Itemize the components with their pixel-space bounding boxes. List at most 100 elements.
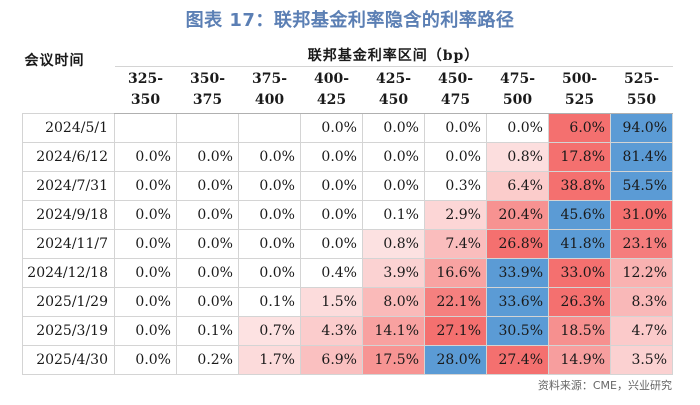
probability-cell: 3.9% xyxy=(362,258,425,288)
probability-cell: 22.1% xyxy=(424,287,487,317)
probability-cell: 6.4% xyxy=(486,171,549,201)
rate-range-lower: 350- xyxy=(189,71,226,87)
rate-range-upper: 400 xyxy=(254,92,285,108)
source-note: 资料来源：CME，兴业研究 xyxy=(537,379,672,392)
probability-cell: 0.0% xyxy=(300,142,363,172)
rate-range-upper: 550 xyxy=(626,92,657,108)
meeting-date-cell: 2024/11/7 xyxy=(22,229,115,259)
meeting-date-cell: 2024/6/12 xyxy=(22,142,115,172)
probability-cell: 0.1% xyxy=(176,316,239,346)
probability-cell: 12.2% xyxy=(609,258,674,288)
probability-cell: 41.8% xyxy=(548,229,611,259)
meeting-date-cell: 2024/12/18 xyxy=(22,258,115,288)
probability-cell: 0.0% xyxy=(238,142,301,172)
rate-range-header: 475- 500 xyxy=(486,66,549,114)
probability-cell: 0.0% xyxy=(362,113,425,143)
table-row: 2024/7/31 0.0% 0.0% 0.0% 0.0% 0.0% 0.3% 6.4% 38.… xyxy=(22,171,674,201)
probability-cell: 23.1% xyxy=(609,229,674,259)
probability-cell: 0.0% xyxy=(176,142,239,172)
probability-cell: 0.0% xyxy=(114,345,177,375)
probability-cell: 0.7% xyxy=(238,316,301,346)
probability-cell: 54.5% xyxy=(609,171,674,201)
rate-range-lower: 450- xyxy=(437,71,474,87)
probability-cell: 0.0% xyxy=(114,142,177,172)
probability-cell: 6.0% xyxy=(548,113,611,143)
probability-cell: 4.3% xyxy=(300,316,363,346)
probability-cell: 8.3% xyxy=(609,287,674,317)
probability-cell: 7.4% xyxy=(424,229,487,259)
probability-cell: 28.0% xyxy=(424,345,487,375)
rate-range-upper: 500 xyxy=(502,92,533,108)
table-row: 2024/12/18 0.0% 0.0% 0.0% 0.4% 3.9% 16.6% 33.9%… xyxy=(22,258,674,288)
probability-cell: 0.0% xyxy=(300,171,363,201)
rate-range-lower: 375- xyxy=(251,71,288,87)
probability-cell: 0.0% xyxy=(176,200,239,230)
probability-cell: 26.3% xyxy=(548,287,611,317)
rate-range-upper: 425 xyxy=(316,92,347,108)
probability-cell: 17.8% xyxy=(548,142,611,172)
probability-cell xyxy=(238,113,301,143)
table-row: 2024/5/1 0.0% 0.0% 0.0% 0.0% 6.0% 94.0% xyxy=(22,113,674,143)
table-row: 2024/6/12 0.0% 0.0% 0.0% 0.0% 0.0% 0.0% 0.8% 17.… xyxy=(22,142,674,172)
rate-range-lower: 425- xyxy=(375,71,412,87)
rate-range-lower: 500- xyxy=(561,71,598,87)
probability-cell: 0.0% xyxy=(114,258,177,288)
table-row: 2025/4/30 0.0% 0.2% 1.7% 6.9% 17.5% 28.0% 27.4%… xyxy=(22,345,674,375)
rate-range-upper: 475 xyxy=(440,92,471,108)
probability-cell: 38.8% xyxy=(548,171,611,201)
probability-cell: 0.0% xyxy=(362,171,425,201)
rate-range-header-row: 325- 350 350- 375 375- 400 400- 425 425- 450 450- 4… xyxy=(23,66,673,114)
probability-cell: 0.0% xyxy=(176,171,239,201)
probability-cell: 0.2% xyxy=(176,345,239,375)
meeting-date-cell: 2024/9/18 xyxy=(22,200,115,230)
probability-cell: 0.0% xyxy=(424,113,487,143)
probability-cell: 0.0% xyxy=(176,229,239,259)
rate-range-upper: 450 xyxy=(378,92,409,108)
probability-cell: 0.0% xyxy=(424,142,487,172)
probability-cell: 0.3% xyxy=(424,171,487,201)
probability-cell: 0.0% xyxy=(114,316,177,346)
meeting-date-cell: 2025/3/19 xyxy=(22,316,115,346)
rate-range-header: 400- 425 xyxy=(300,66,363,114)
probability-cell: 0.4% xyxy=(300,258,363,288)
probability-cell: 14.1% xyxy=(362,316,425,346)
probability-cell: 30.5% xyxy=(486,316,549,346)
probability-cell: 3.5% xyxy=(609,345,674,375)
probability-cell: 0.0% xyxy=(238,229,301,259)
rate-range-upper: 375 xyxy=(192,92,223,108)
probability-cell: 1.5% xyxy=(300,287,363,317)
probability-cell: 27.4% xyxy=(486,345,549,375)
probability-cell: 0.0% xyxy=(114,200,177,230)
rate-range-lower: 525- xyxy=(623,71,660,87)
probability-cell: 0.0% xyxy=(238,200,301,230)
rate-range-header: 375- 400 xyxy=(238,66,301,114)
rate-range-header: 500- 525 xyxy=(548,66,611,114)
probability-cell: 16.6% xyxy=(424,258,487,288)
probability-cell: 0.0% xyxy=(114,171,177,201)
probability-cell: 33.6% xyxy=(486,287,549,317)
probability-cell: 0.0% xyxy=(114,229,177,259)
probability-cell: 14.9% xyxy=(548,345,611,375)
probability-cell xyxy=(176,113,239,143)
probability-cell: 0.1% xyxy=(238,287,301,317)
probability-cell: 0.1% xyxy=(362,200,425,230)
probability-cell: 0.0% xyxy=(486,113,549,143)
chart-title: 图表 17：联邦基金利率隐含的利率路径 xyxy=(185,10,515,31)
probability-cell: 0.0% xyxy=(238,258,301,288)
table-row: 2024/11/7 0.0% 0.0% 0.0% 0.0% 0.8% 7.4% 26.8% 41… xyxy=(22,229,674,259)
probability-cell: 2.9% xyxy=(424,200,487,230)
probability-cell: 0.0% xyxy=(300,200,363,230)
probability-cell: 1.7% xyxy=(238,345,301,375)
probability-cell: 33.0% xyxy=(548,258,611,288)
probability-cell: 17.5% xyxy=(362,345,425,375)
probability-cell: 33.9% xyxy=(486,258,549,288)
rate-range-header: 525- 550 xyxy=(610,66,673,114)
probability-cell: 4.7% xyxy=(609,316,674,346)
meeting-date-cell: 2024/5/1 xyxy=(22,113,115,143)
rate-range-lower: 400- xyxy=(313,71,350,87)
probability-cell xyxy=(114,113,177,143)
probability-cell: 0.0% xyxy=(238,171,301,201)
rate-range-upper: 350 xyxy=(130,92,161,108)
probability-cell: 26.8% xyxy=(486,229,549,259)
rate-range-header: 325- 350 xyxy=(114,66,177,114)
